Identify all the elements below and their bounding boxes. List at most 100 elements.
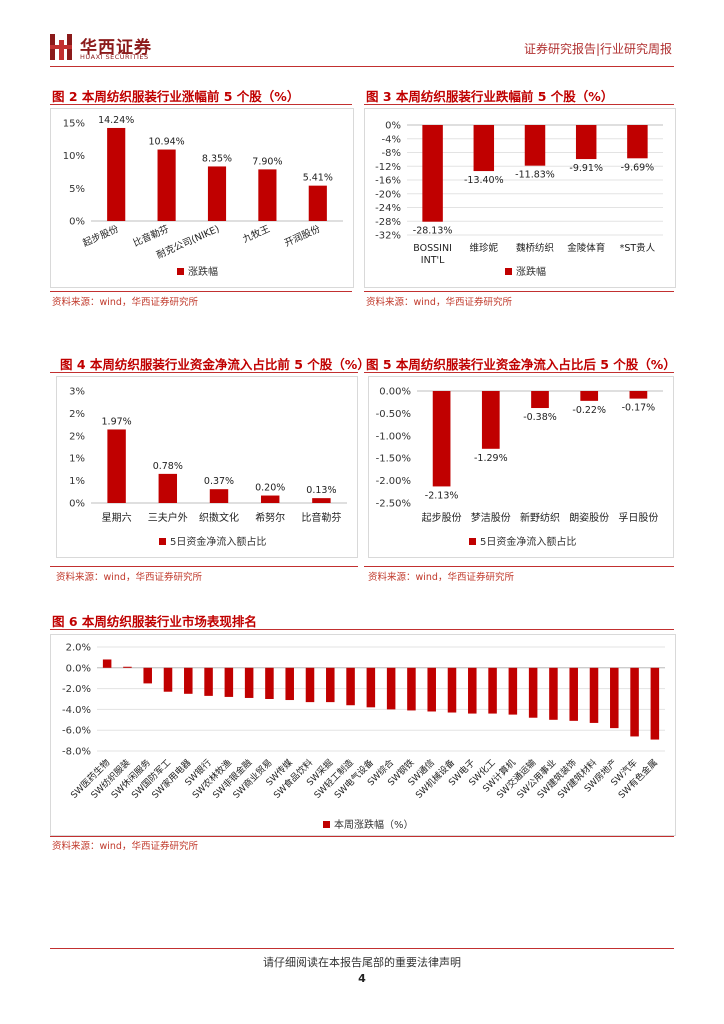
bar [432, 391, 451, 487]
bar [265, 667, 274, 699]
y-tick-label: 0% [385, 121, 401, 132]
y-tick-label: 0.00% [379, 387, 411, 398]
data-label: 0.13% [306, 485, 336, 496]
x-tick-label: 比音勒芬 [301, 511, 341, 524]
x-tick-label: 梦洁股份 [471, 511, 511, 524]
y-tick-label: -8.0% [62, 747, 91, 758]
bar [107, 127, 126, 221]
fig2-title-rule [50, 104, 352, 105]
legend-swatch [505, 268, 512, 275]
y-tick-label: -4% [382, 134, 401, 145]
bar [386, 667, 396, 710]
fig2-source-rule [50, 291, 352, 292]
bar [346, 667, 355, 706]
fig3-title-rule [364, 104, 674, 105]
bar [629, 391, 648, 399]
y-tick-label: 10% [63, 151, 85, 162]
legend-label: 涨跌幅 [188, 265, 218, 278]
bar [549, 667, 558, 720]
data-label: -2.13% [425, 490, 459, 501]
data-label: 1.97% [102, 416, 132, 427]
company-logo-icon [50, 34, 72, 60]
y-tick-label: -2.0% [62, 684, 91, 695]
x-tick-label: 星期六 [102, 512, 132, 524]
data-label: -28.13% [413, 226, 453, 237]
data-label: 5.41% [303, 173, 333, 184]
data-label: 10.94% [148, 137, 184, 148]
bar [102, 659, 112, 668]
fig3-bar-chart: 0% -4% -8% -12% -16% -20% -24% -28% -32% -28.13% B… [375, 121, 663, 278]
y-tick-label: 2% [69, 431, 85, 442]
y-tick-label: 0% [69, 499, 85, 510]
data-label: -9.69% [621, 162, 655, 173]
bar [308, 185, 327, 221]
legend-label: 涨跌幅 [516, 265, 546, 278]
x-tick-label: 起步股份 [81, 223, 121, 250]
y-tick-label: -24% [375, 203, 401, 214]
bar [575, 125, 597, 160]
fig5-bar-chart: 0.00% -0.50% -1.00% -1.50% -2.00% -2.50% -2.13… [376, 387, 663, 548]
legend-label: 5日资金净流入额占比 [170, 535, 266, 548]
data-label: -0.38% [523, 412, 557, 423]
bar [589, 667, 599, 723]
bar [158, 473, 178, 503]
bar [207, 166, 227, 221]
fig6-source: 资料来源：wind，华西证券研究所 [52, 841, 198, 852]
bar [427, 667, 436, 712]
bar [209, 489, 229, 503]
legend-swatch [177, 268, 184, 275]
bar [447, 667, 457, 713]
data-label: -0.17% [622, 403, 656, 414]
x-tick-label: 九牧王 [241, 223, 272, 246]
y-tick-label: -2.50% [376, 499, 411, 510]
bar [610, 667, 619, 729]
bar [163, 667, 173, 692]
data-label: -13.40% [464, 175, 504, 186]
y-tick-label: 1% [69, 454, 85, 465]
bar [143, 667, 152, 684]
logo-english-name: HUAXI SECURITIES [80, 53, 149, 61]
y-tick-label: 0% [69, 217, 85, 228]
fig2-title: 图 2 本周纺织服装行业涨幅前 5 个股（%） [52, 89, 300, 104]
fig5-title: 图 5 本周纺织服装行业资金净流入占比后 5 个股（%） [366, 357, 676, 372]
y-tick-label: 2% [69, 409, 85, 420]
data-label: 0.37% [204, 476, 234, 487]
bar [580, 391, 599, 401]
bar [204, 667, 213, 696]
x-tick-label: 魏桥纺织 [516, 242, 554, 254]
y-tick-label: -6.0% [62, 726, 91, 737]
fig4-title-rule [50, 372, 358, 373]
y-tick-label: -1.50% [376, 454, 411, 465]
bar [123, 666, 132, 668]
header-divider [50, 66, 674, 67]
page-number: 4 [358, 972, 366, 985]
fig6-title: 图 6 本周纺织服装行业市场表现排名 [52, 614, 257, 629]
data-label: 0.78% [153, 461, 183, 472]
fig3-source-rule [364, 291, 674, 292]
legend-swatch [469, 538, 476, 545]
x-tick-label: 新野纺织 [520, 511, 560, 524]
y-tick-label: -1.00% [376, 431, 411, 442]
data-label: 0.20% [255, 483, 285, 494]
y-tick-label: -0.50% [376, 409, 411, 420]
bar [260, 495, 280, 503]
bar [468, 667, 477, 714]
bar [224, 667, 234, 697]
data-label: 7.90% [252, 156, 282, 167]
fig4-chart-panel: 0% 1% 1% 2% 2% 3% 1.97% 星期六 0.78% 三夫户外 0.37% 织擞文化 0.… [56, 376, 358, 558]
y-tick-label: -8% [382, 148, 401, 159]
fig6-source-rule [50, 836, 674, 837]
fig4-bar-chart: 0% 1% 1% 2% 2% 3% 1.97% 星期六 0.78% 三夫户外 0.37% 织擞文化 0.… [69, 387, 347, 548]
bar [326, 667, 335, 703]
bar [650, 667, 660, 740]
fig3-chart-panel: 0% -4% -8% -12% -16% -20% -24% -28% -32% -28.13% B… [364, 108, 676, 288]
bar [488, 667, 497, 714]
fig2-chart-panel: 0% 5% 10% 15% 14.24% 起步股份 10.94% 比音勒芬 8.35% 耐克公司(… [50, 108, 354, 288]
x-tick-label: 希努尔 [255, 511, 285, 524]
bar [473, 125, 495, 172]
fig2-bar-chart: 0%5%10%15% 14.24%起步股份10.94%比音勒芬8.35%耐克公司(… [63, 115, 343, 278]
bar [569, 667, 578, 721]
x-tick-label: 起步股份 [422, 512, 462, 524]
data-label: -1.29% [474, 453, 508, 464]
y-tick-label: 5% [69, 184, 85, 195]
